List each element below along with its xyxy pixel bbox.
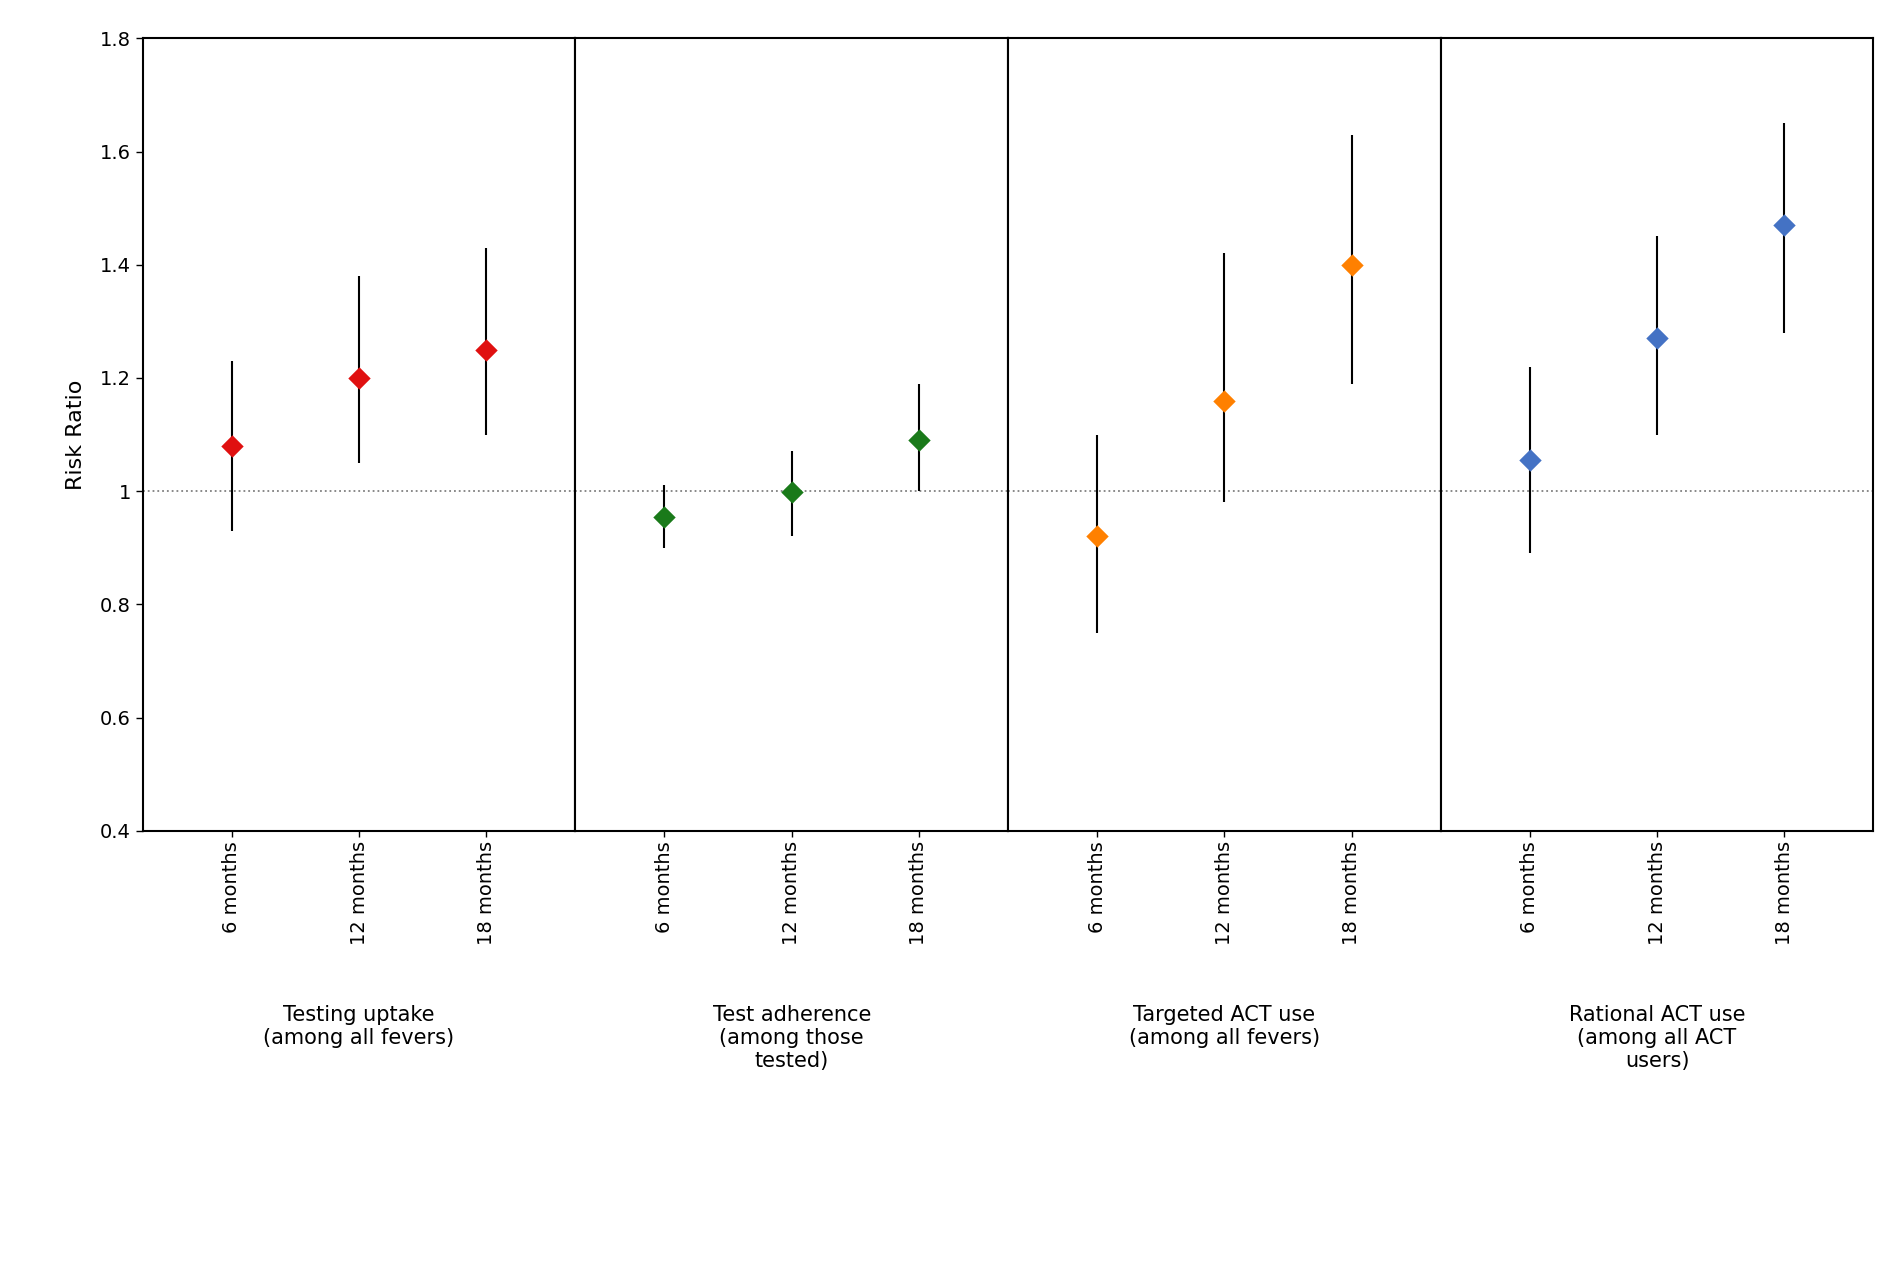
Point [1337,254,1368,275]
Point [903,429,934,450]
Text: Test adherence
(among those
tested): Test adherence (among those tested) [713,1005,871,1071]
Point [649,506,679,527]
Point [1769,215,1799,235]
Point [1641,328,1672,349]
Y-axis label: Risk Ratio: Risk Ratio [67,380,86,489]
Point [1082,527,1113,547]
Point [776,482,806,502]
Point [472,340,502,360]
Text: Targeted ACT use
(among all fevers): Targeted ACT use (among all fevers) [1130,1005,1320,1048]
Point [1210,390,1240,410]
Point [217,436,247,456]
Text: Rational ACT use
(among all ACT
users): Rational ACT use (among all ACT users) [1569,1005,1746,1071]
Point [1514,450,1544,470]
Point [344,368,375,389]
Text: Testing uptake
(among all fevers): Testing uptake (among all fevers) [264,1005,455,1048]
